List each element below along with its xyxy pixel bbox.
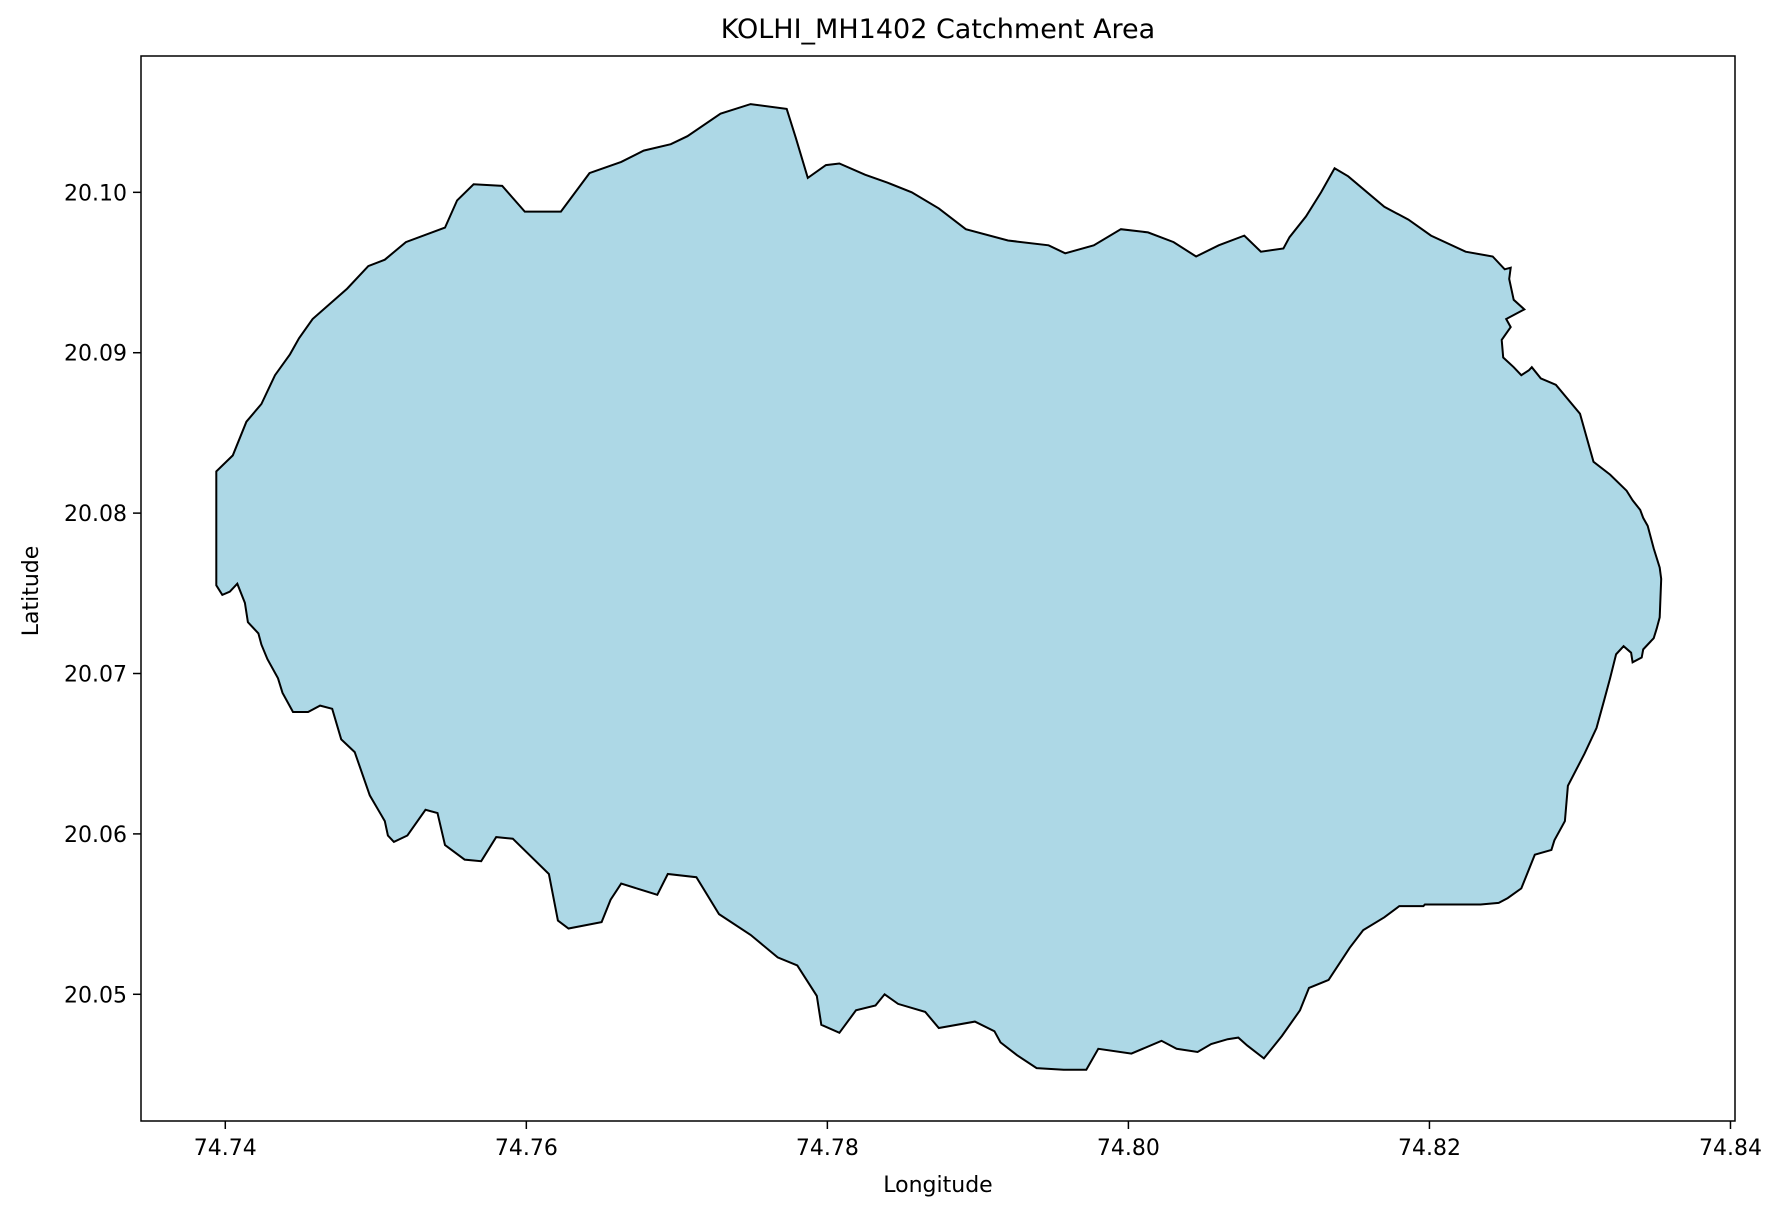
y-tick-label: 20.09: [64, 342, 127, 367]
x-tick-label: 74.74: [194, 1136, 257, 1161]
x-axis-ticks: 74.74 74.76 74.78 74.80 74.82 74.84: [194, 1121, 1762, 1161]
y-tick-label: 20.06: [64, 823, 127, 848]
chart-title: KOLHI_MH1402 Catchment Area: [721, 14, 1155, 45]
catchment-polygon: [215, 103, 1663, 1071]
y-tick-label: 20.08: [64, 502, 127, 527]
plot-area: [140, 55, 1736, 1122]
x-axis-label: Longitude: [883, 1173, 992, 1198]
x-tick-label: 74.80: [1097, 1136, 1160, 1161]
y-tick-label: 20.07: [64, 663, 127, 688]
x-tick-label: 74.76: [495, 1136, 558, 1161]
plot-frame: [140, 55, 1736, 1122]
x-tick-label: 74.84: [1699, 1136, 1762, 1161]
y-axis-label: Latitude: [19, 546, 44, 637]
y-tick-label: 20.10: [64, 181, 127, 206]
y-tick-label: 20.05: [64, 983, 127, 1008]
x-tick-label: 74.82: [1398, 1136, 1461, 1161]
x-tick-label: 74.78: [796, 1136, 859, 1161]
y-axis-ticks: 20.05 20.06 20.07 20.08 20.09 20.10: [64, 181, 141, 1008]
